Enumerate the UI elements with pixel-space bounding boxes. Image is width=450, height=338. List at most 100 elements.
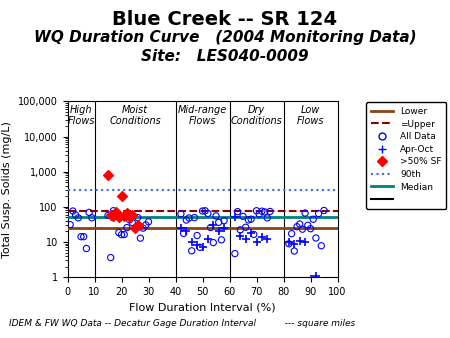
Point xyxy=(67,222,74,227)
Point xyxy=(115,230,122,235)
Y-axis label: Total Susp. Solids (mg/L): Total Susp. Solids (mg/L) xyxy=(2,121,12,258)
Point xyxy=(129,212,136,217)
Point xyxy=(220,225,228,231)
Text: Low
Flows: Low Flows xyxy=(297,105,324,126)
Text: Moist
Conditions: Moist Conditions xyxy=(109,105,161,126)
Point xyxy=(204,211,212,216)
Point xyxy=(261,209,268,215)
Point xyxy=(245,217,252,223)
Text: Blue Creek -- SR 124: Blue Creek -- SR 124 xyxy=(112,10,338,29)
Point xyxy=(121,213,128,219)
Point xyxy=(188,239,195,245)
Point xyxy=(310,217,317,222)
Point xyxy=(264,237,271,242)
Point xyxy=(131,225,139,231)
Point xyxy=(183,217,190,223)
Point xyxy=(250,232,257,237)
Point xyxy=(304,223,311,228)
Point xyxy=(83,246,90,251)
Point xyxy=(231,215,239,220)
Point xyxy=(77,234,85,239)
Point xyxy=(75,215,82,221)
Point xyxy=(296,238,303,243)
Text: Dry
Conditions: Dry Conditions xyxy=(230,105,283,126)
Point xyxy=(86,210,93,215)
Point xyxy=(202,208,209,214)
Text: Mid-range
Flows: Mid-range Flows xyxy=(178,105,227,126)
Point xyxy=(315,211,322,216)
Point xyxy=(88,215,95,220)
Point xyxy=(123,211,130,216)
Point xyxy=(112,210,120,215)
Point xyxy=(194,233,201,238)
Point xyxy=(196,245,203,250)
Point xyxy=(72,212,79,218)
Point xyxy=(112,210,120,216)
Point xyxy=(231,251,239,256)
Point xyxy=(145,219,152,224)
Text: WQ Duration Curve   (2004 Monitoring Data): WQ Duration Curve (2004 Monitoring Data) xyxy=(34,30,416,45)
Point xyxy=(191,215,198,220)
Point xyxy=(220,218,228,223)
Point xyxy=(118,194,125,199)
Point xyxy=(312,235,319,241)
Point xyxy=(188,248,195,254)
Point xyxy=(199,245,206,250)
Point xyxy=(183,229,190,234)
Point xyxy=(212,213,220,219)
Point xyxy=(307,276,314,282)
Point xyxy=(110,208,117,213)
Point xyxy=(266,209,274,214)
X-axis label: Flow Duration Interval (%): Flow Duration Interval (%) xyxy=(129,303,276,312)
Point xyxy=(285,241,292,246)
Point xyxy=(296,221,303,227)
Point xyxy=(69,208,76,214)
Point xyxy=(291,241,298,246)
Point xyxy=(215,229,222,234)
Point xyxy=(134,222,141,228)
Point xyxy=(302,210,309,216)
Text: High
Flows: High Flows xyxy=(67,105,95,126)
Point xyxy=(291,248,298,254)
Point xyxy=(118,232,125,237)
Point xyxy=(207,225,214,230)
Point xyxy=(288,231,295,236)
Point xyxy=(199,208,206,214)
Point xyxy=(104,213,112,218)
Point xyxy=(218,237,225,243)
Point xyxy=(307,226,314,232)
Point xyxy=(134,215,141,220)
Point xyxy=(137,236,144,241)
Point xyxy=(242,237,249,242)
Point xyxy=(258,209,265,214)
Text: IDEM & FW WQ Data -- Decatur Gage Duration Interval          --- square miles: IDEM & FW WQ Data -- Decatur Gage Durati… xyxy=(9,319,355,328)
Point xyxy=(177,225,184,231)
Point xyxy=(312,273,319,279)
Point xyxy=(237,233,244,239)
Point xyxy=(129,220,136,225)
Point xyxy=(234,209,241,214)
Point xyxy=(110,213,117,219)
Point xyxy=(264,215,271,221)
Point xyxy=(258,234,265,240)
Point xyxy=(248,230,255,236)
Point xyxy=(210,222,217,228)
Point xyxy=(248,216,255,222)
Point xyxy=(320,208,328,213)
Point xyxy=(318,278,325,283)
Point xyxy=(126,217,133,222)
Point xyxy=(121,232,128,237)
Point xyxy=(104,172,112,178)
Point xyxy=(210,240,217,245)
Point xyxy=(215,220,222,225)
Point xyxy=(177,211,184,217)
Point xyxy=(123,225,130,230)
Legend: Lower, =Upper, All Data, Apr-Oct, >50% SF, 90th, Median, : Lower, =Upper, All Data, Apr-Oct, >50% S… xyxy=(366,102,446,209)
Point xyxy=(107,255,114,260)
Point xyxy=(256,211,263,217)
Point xyxy=(299,226,306,232)
Point xyxy=(242,224,249,230)
Point xyxy=(204,237,212,242)
Point xyxy=(107,212,114,217)
Point xyxy=(126,215,133,220)
